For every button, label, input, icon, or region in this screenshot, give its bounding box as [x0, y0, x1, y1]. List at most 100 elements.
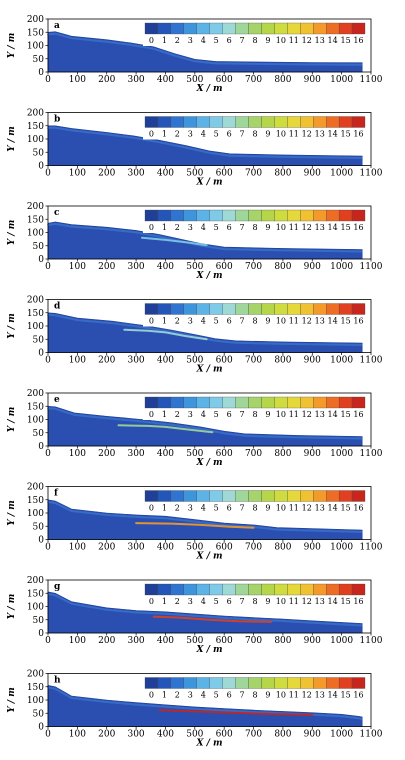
x-tick-label: 100 [69, 636, 86, 646]
x-tick-label: 300 [127, 262, 144, 272]
x-tick-label: 700 [245, 75, 262, 85]
colorbar-swatch [196, 583, 210, 596]
y-tick-label: 50 [33, 148, 45, 158]
colorbar-tick-label: 8 [252, 597, 257, 606]
colorbar-swatch [300, 22, 314, 35]
colorbar-tick-label: 14 [328, 130, 338, 139]
y-tick-label: 0 [38, 536, 44, 546]
x-tick-label: 900 [304, 75, 321, 85]
panel-b: b0 100 200 300 400 500 600 700 800 900 1000 1100050… [7, 109, 383, 188]
colorbar-tick-label: 12 [302, 36, 312, 45]
surface-shading-g [47, 592, 363, 627]
x-tick-label: 0 [45, 730, 51, 740]
panel-label-g: g [54, 582, 61, 592]
colorbar-swatch [338, 22, 353, 35]
x-tick-label: 1000 [330, 262, 353, 272]
colorbar-swatch [326, 116, 340, 128]
colorbar-tick-label: 2 [175, 130, 180, 139]
colorbar-swatch [326, 490, 340, 502]
colorbar-swatch [222, 490, 236, 502]
x-tick-label: 0 [45, 636, 51, 646]
colorbar-swatch [300, 396, 314, 409]
colorbar-tick-label: 11 [289, 36, 299, 45]
colorbar-tick-label: 14 [328, 317, 338, 326]
x-tick-label: 400 [157, 636, 174, 646]
colorbar-swatch [157, 677, 172, 689]
colorbar-tick-label: 5 [214, 130, 219, 139]
colorbar-swatch [209, 22, 223, 35]
x-tick-label: 1000 [330, 730, 353, 740]
colorbar-swatch [222, 677, 236, 689]
x-tick-label: 0 [45, 75, 51, 85]
colorbar-a: 0 1 2 3 4 5 6 7 8 9 10 11 12 13 14 15 16 [143, 21, 367, 46]
colorbar-swatch [248, 116, 262, 128]
y-tick-label: 100 [27, 509, 44, 519]
colorbar-swatch [287, 583, 301, 596]
colorbar-swatch [274, 396, 288, 409]
colorbar-swatch [326, 583, 340, 596]
colorbar-swatch [183, 396, 197, 409]
x-tick-label: 1000 [330, 636, 353, 646]
colorbar-tick-label: 4 [201, 317, 206, 326]
y-tick-label: 0 [38, 68, 44, 78]
colorbar-tick-label: 0 [149, 597, 154, 606]
x-tick-label: 200 [98, 262, 115, 272]
surface-shading-c [47, 222, 363, 253]
x-tick-label: 300 [127, 636, 144, 646]
colorbar-swatch [287, 677, 301, 689]
slope-body-d [47, 312, 363, 353]
colorbar-swatch [144, 22, 159, 35]
colorbar-swatch [261, 396, 275, 409]
colorbar-tick-label: 15 [340, 317, 350, 326]
colorbar-swatch [235, 22, 249, 35]
colorbar-swatch [144, 677, 159, 689]
colorbar-tick-label: 15 [340, 504, 350, 513]
colorbar-tick-label: 3 [188, 223, 193, 232]
x-tick-label: 500 [186, 356, 203, 366]
x-tick-label: 400 [157, 356, 174, 366]
colorbar-swatch [287, 303, 301, 315]
x-tick-label: 1000 [330, 449, 353, 459]
colorbar-tick-label: 10 [276, 130, 286, 139]
y-tick-label: 50 [33, 616, 45, 626]
colorbar-tick-label: 7 [240, 223, 245, 232]
colorbar-swatch [235, 116, 249, 128]
x-tick-label: 200 [98, 543, 115, 553]
colorbar-swatch [222, 22, 236, 35]
x-tick-label: 100 [69, 543, 86, 553]
colorbar-swatch [248, 209, 262, 222]
colorbar-swatch [338, 490, 353, 502]
colorbar-swatch [261, 209, 275, 222]
panel-label-h: h [54, 676, 61, 686]
colorbar-tick-label: 7 [240, 36, 245, 45]
x-tick-label: 100 [69, 730, 86, 740]
colorbar-tick-label: 16 [353, 223, 363, 232]
colorbar-tick-label: 8 [252, 130, 257, 139]
colorbar-tick-label: 3 [188, 597, 193, 606]
x-tick-label: 1000 [330, 75, 353, 85]
colorbar-swatch [287, 22, 301, 35]
colorbar-swatch [183, 22, 197, 35]
y-tick-label: 100 [27, 603, 44, 613]
colorbar-swatch [274, 116, 288, 128]
slope-body-b [47, 125, 363, 166]
colorbar-tick-label: 7 [240, 410, 245, 419]
colorbar-swatch [300, 677, 314, 689]
shear-band-f [135, 522, 255, 529]
surface-shading-d [47, 313, 363, 346]
panel-label-f: f [54, 489, 59, 499]
colorbar-swatch [157, 22, 172, 35]
colorbar-swatch [287, 396, 301, 409]
x-tick-label: 300 [127, 449, 144, 459]
colorbar-tick-label: 2 [175, 223, 180, 232]
colorbar-swatch [351, 116, 366, 128]
colorbar-swatch [157, 303, 172, 315]
colorbar-swatch [274, 22, 288, 35]
colorbar-tick-label: 0 [149, 36, 154, 45]
colorbar-swatch [196, 396, 210, 409]
colorbar-swatch [287, 209, 301, 222]
x-axis-label: X / m [195, 271, 222, 281]
y-axis-label: Y / m [7, 687, 17, 713]
colorbar-tick-label: 8 [252, 410, 257, 419]
colorbar-tick-label: 9 [265, 691, 270, 700]
